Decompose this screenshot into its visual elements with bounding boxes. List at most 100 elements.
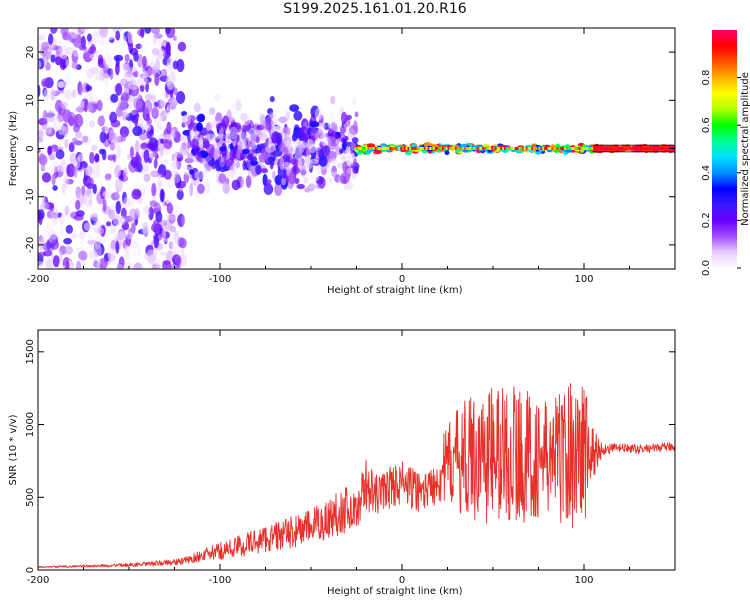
spectrogram-cell [51, 239, 59, 250]
spectrogram-cell [161, 159, 169, 166]
spectrogram-cell [124, 244, 129, 259]
plot-frame [37, 27, 676, 270]
spectrogram-cell [153, 234, 160, 249]
spectrogram-cell [160, 138, 164, 144]
spectrogram-band-cell [491, 147, 494, 150]
spectrogram-cell [216, 123, 222, 131]
spectrogram-band-cell [622, 147, 625, 150]
spectrogram-cell [151, 182, 157, 197]
spectrogram-band-cell [456, 147, 459, 150]
spectrogram-cell [323, 122, 331, 130]
spectrogram-band-cell [553, 147, 556, 150]
spectrogram-cell [282, 126, 291, 133]
spectrogram-cell [143, 173, 151, 182]
spectrogram-cell [181, 114, 192, 127]
spectrogram-cell [120, 78, 128, 87]
spectrogram-cell [148, 264, 154, 269]
spectrogram-cell [189, 129, 194, 142]
colorbar-tick-label: 0.2 [701, 212, 712, 228]
spectrogram-cell [160, 95, 167, 109]
x-tick-label: -100 [209, 274, 232, 285]
spectrogram-cell [170, 237, 179, 250]
spectrogram-cell [84, 88, 95, 102]
spectrogram-cell [70, 28, 79, 39]
spectrogram-band-cell [605, 147, 608, 150]
spectrogram-cell [65, 89, 73, 101]
spectrogram-cell [166, 62, 172, 71]
spectrogram-band-cell [636, 147, 639, 150]
spectrogram-cell [89, 151, 95, 164]
spectrogram-band-cell [500, 147, 503, 150]
spectrogram-cell [149, 200, 158, 207]
spectrogram-cell [261, 147, 270, 162]
spectrogram-cells [38, 28, 675, 269]
spectrogram-cell [238, 169, 247, 179]
spectrogram-cell [52, 185, 58, 191]
spectrogram-cell [48, 88, 57, 97]
spectrogram-cell [230, 142, 234, 151]
spectrogram-cell [165, 28, 171, 34]
spectrogram-cell [422, 149, 428, 154]
spectrogram-cell [318, 132, 325, 139]
spectrogram-band-cell [633, 147, 636, 150]
spectrogram-band-cell [451, 147, 454, 150]
spectrogram-cell [151, 28, 160, 35]
x-tick-label: -200 [27, 575, 50, 586]
spectrogram-cell [327, 177, 333, 183]
y-tick-label: 0 [25, 145, 36, 151]
spectrogram-band-cell [502, 147, 505, 150]
spectrogram-cell [194, 170, 205, 181]
spectrogram-cell [42, 250, 53, 257]
spectrogram-cell [124, 54, 130, 63]
spectrogram-cell [116, 144, 121, 159]
spectrogram-cell [139, 84, 145, 92]
spectrogram-cell [272, 170, 276, 180]
spectrogram-cell [71, 61, 79, 70]
spectrogram-cell [219, 146, 227, 152]
spectrogram-band-cell [584, 147, 587, 150]
spectrogram-cell [58, 80, 67, 87]
spectrogram-cell [107, 154, 115, 161]
spectrogram-cell [74, 131, 83, 139]
spectrogram-band-cell [369, 147, 372, 150]
spectrogram-cell [128, 79, 138, 91]
spectrogram-cell [240, 112, 248, 122]
spectrogram-band-cell [516, 147, 519, 150]
spectrogram-cell [143, 99, 153, 114]
spectrogram-band-cell [420, 147, 423, 150]
spectrogram-cell [134, 154, 142, 166]
spectrogram-cell [178, 237, 187, 249]
spectrogram-band-cell [527, 147, 530, 150]
spectrogram-cell [352, 98, 357, 106]
spectrogram-cell [147, 253, 157, 264]
bottom-y-axis-label: SNR (10 * v/v) [8, 414, 19, 485]
spectrogram-cell [330, 121, 336, 132]
spectrogram-cell [164, 102, 171, 114]
spectrogram-cell [166, 121, 172, 135]
spectrogram-cell [78, 250, 88, 261]
colorbar-tick-label: 0.6 [701, 117, 712, 133]
spectrogram-cell [165, 77, 171, 87]
spectrogram-band-cell [522, 147, 525, 150]
spectrogram-cell [49, 28, 58, 34]
spectrogram-cell [146, 142, 156, 150]
spectrogram-band-cell [378, 147, 381, 150]
spectrogram-band-cell [471, 147, 474, 150]
colorbar-tick-label: 0.0 [701, 260, 712, 276]
spectrogram-band-cell [523, 147, 527, 150]
spectrogram-cell [184, 158, 194, 164]
spectrogram-band-cell [431, 147, 434, 150]
spectrogram-cell [88, 199, 93, 206]
spectrogram-cell [45, 123, 53, 135]
spectrogram-cell [179, 144, 188, 156]
spectrogram-cell [38, 84, 41, 97]
spectrogram-cell [246, 159, 251, 170]
spectrogram-cell [42, 110, 48, 124]
x-tick-label: -100 [209, 575, 232, 586]
spectrogram-cell [41, 165, 46, 172]
spectrogram-band-cell [494, 147, 497, 150]
spectrogram-band-cell [514, 147, 517, 150]
spectrogram-cell [152, 151, 158, 158]
spectrogram-band-cell [574, 147, 578, 150]
spectrogram-band-cell [467, 147, 470, 150]
